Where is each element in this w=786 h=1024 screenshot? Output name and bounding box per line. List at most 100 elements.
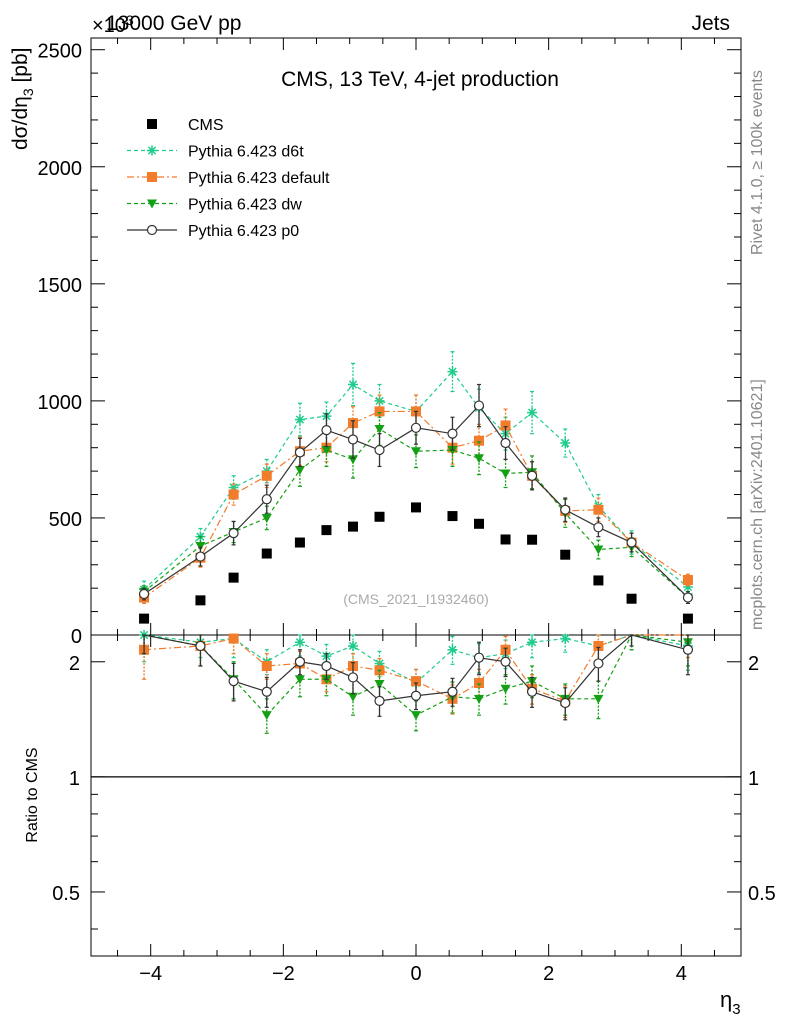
ratio-data-point	[593, 694, 604, 704]
main-data-point	[626, 537, 637, 548]
ratio-data-point	[410, 690, 422, 701]
ratio-data-point	[294, 656, 306, 667]
main-error-bar	[477, 441, 482, 476]
ratio-error-bar	[450, 635, 455, 665]
y-tick-label: 500	[49, 509, 82, 531]
main-data-point	[447, 428, 458, 439]
legend-label: Pythia 6.423 p0	[188, 223, 299, 240]
main-data-point	[374, 395, 385, 406]
legend: CMS Pythia 6.423 d6t Pythia 6.423 default P…	[127, 117, 330, 240]
main-data-point	[261, 494, 272, 505]
main-data-point	[682, 592, 694, 603]
ratio-data-point	[473, 652, 485, 663]
main-series-pythia-6-423-p0	[138, 383, 694, 604]
main-data-point	[682, 582, 693, 593]
main-data-point	[374, 444, 385, 456]
main-data-point	[139, 613, 150, 624]
x-tick-label: −4	[139, 963, 162, 985]
main-data-point	[294, 465, 305, 475]
header-right-title: Jets	[691, 12, 730, 35]
ratio-data-point	[411, 676, 421, 687]
main-data-point	[593, 545, 604, 555]
ratio-data-point	[500, 656, 511, 667]
main-series-pythia-6-423-d6t	[139, 351, 693, 599]
ratio-series-line	[144, 634, 688, 702]
ratio-error-bar	[142, 634, 147, 655]
ratio-y-tick-label-right: 2	[748, 653, 759, 675]
main-data-point	[682, 613, 693, 624]
svg-text:dσ/dη3 [pb]: dσ/dη3 [pb]	[9, 47, 36, 150]
main-data-point	[474, 518, 485, 529]
main-data-point	[261, 513, 272, 523]
legend-item-cms: CMS	[147, 117, 224, 134]
main-data-point	[347, 521, 358, 532]
ratio-series-pythia-6-423-p0	[142, 634, 694, 721]
ratio-y-tick-label-left: 2	[69, 653, 80, 675]
main-data-point	[138, 588, 150, 600]
main-error-bar	[297, 402, 302, 437]
main-data-point	[560, 504, 571, 515]
ratio-y-tick-label-left: 1	[69, 768, 80, 790]
main-chart-title: CMS, 13 TeV, 4-jet production	[281, 68, 559, 91]
main-data-point	[526, 470, 538, 481]
main-data-point	[410, 422, 422, 433]
main-data-point	[447, 366, 458, 377]
main-axis-ticks	[91, 38, 741, 636]
main-series-line	[143, 370, 689, 590]
x-tick-label: −2	[272, 963, 295, 985]
main-data-point	[228, 528, 239, 539]
main-data-point	[321, 425, 332, 436]
x-tick-label: 2	[543, 963, 554, 985]
main-data-point	[500, 420, 511, 431]
ratio-data-point	[261, 686, 272, 697]
ratio-y-tick-label-left: 0.5	[52, 883, 80, 905]
main-error-bar	[596, 539, 601, 560]
y-tick-label: 2500	[38, 41, 83, 63]
x-tick-label: 4	[676, 963, 687, 985]
legend-item-pythia-6-423-dw: Pythia 6.423 dw	[127, 197, 302, 214]
y-tick-label: 0	[71, 626, 82, 648]
main-data-point	[500, 534, 511, 545]
y-tick-label: 1500	[38, 275, 83, 297]
ratio-data-point	[195, 640, 206, 652]
main-data-point	[374, 406, 385, 417]
legend-label: Pythia 6.423 default	[188, 170, 330, 187]
mcplots-label: mcplots.cern.ch [arXiv:2401.10621]	[749, 379, 766, 630]
ratio-data-point	[374, 695, 385, 707]
main-data-point	[411, 447, 421, 457]
main-data-point	[347, 379, 358, 390]
header-left-title: 13000 GeV pp	[106, 12, 241, 35]
main-data-point	[374, 424, 385, 434]
legend-item-pythia-6-423-default: Pythia 6.423 default	[127, 170, 330, 187]
main-y-axis-title: dσ/dη3 [pb]	[9, 47, 36, 150]
main-data-point	[593, 522, 604, 533]
main-data-point	[411, 502, 421, 513]
y-tick-label: 1000	[38, 392, 83, 414]
main-data-point	[447, 511, 458, 522]
main-data-point	[294, 537, 305, 548]
ratio-data-point	[447, 686, 458, 697]
main-data-point	[294, 447, 306, 458]
main-data-point	[474, 454, 485, 464]
main-data-point	[321, 446, 332, 456]
legend-marker	[147, 145, 157, 156]
main-data-point	[560, 438, 571, 449]
ratio-data-point	[682, 644, 694, 655]
legend-label: Pythia 6.423 d6t	[188, 144, 304, 161]
ratio-data-point	[411, 711, 421, 721]
main-series-layer	[138, 351, 694, 624]
legend-label: CMS	[188, 117, 224, 134]
ratio-data-point	[560, 633, 571, 644]
main-series-cms	[139, 502, 693, 624]
main-y-tick-labels: 0 500 1000 1500 2000 2500	[38, 41, 83, 648]
main-data-point	[593, 504, 604, 515]
ratio-data-point	[347, 692, 358, 702]
legend-item-pythia-6-423-d6t: Pythia 6.423 d6t	[127, 144, 304, 161]
main-data-point	[374, 511, 385, 522]
ratio-data-point	[261, 660, 272, 671]
legend-label: Pythia 6.423 dw	[188, 197, 302, 214]
main-data-point	[527, 407, 538, 418]
ratio-data-point	[228, 633, 239, 644]
main-data-point	[195, 551, 206, 562]
